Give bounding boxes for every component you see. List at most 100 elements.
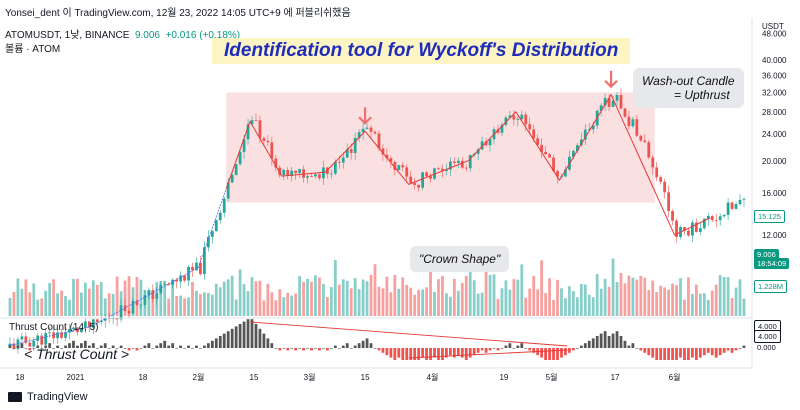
thrust-bar (679, 348, 682, 358)
candle-body (76, 327, 79, 333)
thrust-bar (206, 343, 210, 348)
volume-bar (127, 276, 131, 316)
volume-legend[interactable]: 볼륨 · ATOM (5, 44, 61, 55)
thrust-bar (722, 348, 726, 353)
thrust-bar (345, 343, 349, 348)
thrust-bar (135, 348, 139, 351)
thrust-bar (210, 340, 214, 348)
volume-bar (468, 264, 472, 316)
volume-bar (714, 284, 718, 316)
volume-bar (607, 286, 611, 316)
candle-body (214, 220, 218, 232)
candle-body (8, 343, 12, 346)
volume-bar (76, 278, 79, 316)
volume-bar (508, 289, 512, 316)
volume-bar (318, 277, 321, 316)
thrust-bar (528, 348, 532, 351)
thrust-bar (175, 348, 179, 349)
volume-bar (742, 298, 746, 316)
candle-body (310, 176, 313, 177)
candle-body (302, 169, 305, 178)
candle-body (290, 170, 294, 177)
volume-bar (556, 279, 559, 316)
candle-body (389, 158, 393, 162)
thrust-bar (421, 348, 424, 358)
candle-body (337, 161, 341, 163)
thrust-bar (314, 348, 317, 349)
volume-bar (238, 269, 242, 316)
zigzag-line (225, 93, 711, 236)
candle-body (476, 149, 480, 154)
candle-body (258, 120, 262, 139)
volume-bar (385, 276, 389, 316)
thrust-bar (488, 348, 492, 351)
candle-body (369, 127, 373, 132)
thrust-bar (187, 345, 190, 348)
volume-bar (179, 295, 182, 316)
thrust-bar (52, 348, 56, 349)
indicator-label[interactable]: Thrust Count (14, 5) (9, 322, 99, 333)
thrust-bar (266, 338, 270, 348)
thrust-bar (512, 348, 516, 349)
candle-body (44, 333, 48, 345)
thrust-bar (437, 348, 440, 360)
candle-body (512, 115, 516, 120)
thrust-bar (552, 348, 555, 360)
candle-body (48, 332, 52, 334)
volume-bar (203, 292, 206, 316)
thrust-bar (369, 343, 373, 348)
candle-body (437, 168, 440, 170)
candle-body (36, 335, 40, 341)
volume-bar (83, 282, 87, 316)
volume-bar (552, 300, 555, 316)
thrust-bar (397, 348, 401, 358)
tradingview-brand[interactable]: TradingView (8, 391, 88, 403)
candle-body (218, 212, 222, 221)
x-tick-label: 17 (611, 373, 620, 382)
candle-body (274, 158, 278, 168)
thrust-bar (258, 328, 262, 348)
candle-body (195, 262, 198, 271)
thrust-bar (349, 348, 353, 349)
volume-bar (326, 297, 329, 316)
candle-body (91, 319, 95, 328)
currency-unit: USDT (762, 22, 784, 31)
thrust-bar (28, 348, 32, 351)
volume-bar (60, 290, 63, 316)
symbol-legend[interactable]: ATOMUSDT, 1낮, BINANCE 9.006 +0.016 (+0.1… (5, 26, 240, 41)
volume-bar (460, 282, 464, 316)
volume-bar (214, 283, 218, 316)
price-tick-label: 12.000 (762, 231, 787, 240)
volume-bar (64, 295, 67, 316)
thrust-bar (448, 348, 452, 356)
candle-body (238, 151, 242, 165)
candle-body (722, 214, 726, 217)
candle-body (151, 290, 155, 299)
thrust-bar (87, 345, 91, 348)
volume-bar (480, 292, 484, 316)
volume-bar (195, 290, 198, 316)
thrust-bar (393, 348, 397, 360)
thrust-bar (64, 345, 67, 348)
thrust-bar (476, 348, 480, 353)
thrust-bar (318, 348, 321, 351)
thrust-bar (56, 345, 59, 348)
candle-body (540, 144, 544, 152)
thrust-bar (575, 348, 579, 349)
thrust-bar (381, 348, 385, 353)
volume-bar (302, 281, 305, 316)
candle-body (445, 169, 448, 171)
volume-bar (448, 296, 452, 316)
volume-bar (206, 292, 210, 316)
crown-annotation: "Crown Shape" (410, 246, 510, 272)
volume-bar (441, 275, 444, 316)
thrust-bar (199, 348, 202, 349)
volume-bar (87, 288, 91, 316)
candle-body (536, 138, 540, 145)
thrust-bar (80, 343, 83, 348)
candle-body (714, 220, 718, 221)
volume-bar (524, 297, 528, 316)
thrust-bar (139, 348, 143, 349)
candle-body (72, 327, 75, 330)
